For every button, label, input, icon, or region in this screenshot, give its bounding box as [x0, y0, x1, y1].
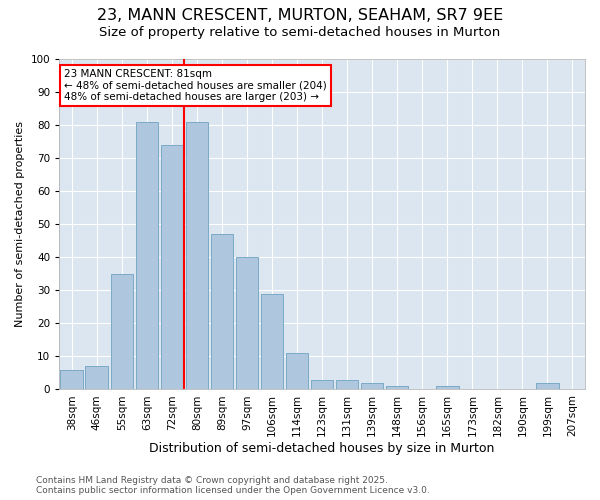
- Y-axis label: Number of semi-detached properties: Number of semi-detached properties: [15, 121, 25, 327]
- Bar: [136, 122, 158, 390]
- Text: Size of property relative to semi-detached houses in Murton: Size of property relative to semi-detach…: [100, 26, 500, 39]
- Bar: [61, 370, 83, 390]
- Bar: [336, 380, 358, 390]
- Bar: [361, 383, 383, 390]
- Bar: [386, 386, 409, 390]
- Text: 23, MANN CRESCENT, MURTON, SEAHAM, SR7 9EE: 23, MANN CRESCENT, MURTON, SEAHAM, SR7 9…: [97, 8, 503, 22]
- Bar: [110, 274, 133, 390]
- Bar: [211, 234, 233, 390]
- Text: 23 MANN CRESCENT: 81sqm
← 48% of semi-detached houses are smaller (204)
48% of s: 23 MANN CRESCENT: 81sqm ← 48% of semi-de…: [64, 69, 327, 102]
- Bar: [161, 145, 183, 390]
- Bar: [311, 380, 334, 390]
- Bar: [261, 294, 283, 390]
- Bar: [236, 258, 258, 390]
- Bar: [85, 366, 108, 390]
- Text: Contains HM Land Registry data © Crown copyright and database right 2025.
Contai: Contains HM Land Registry data © Crown c…: [36, 476, 430, 495]
- X-axis label: Distribution of semi-detached houses by size in Murton: Distribution of semi-detached houses by …: [149, 442, 495, 455]
- Bar: [536, 383, 559, 390]
- Bar: [185, 122, 208, 390]
- Bar: [436, 386, 458, 390]
- Bar: [286, 353, 308, 390]
